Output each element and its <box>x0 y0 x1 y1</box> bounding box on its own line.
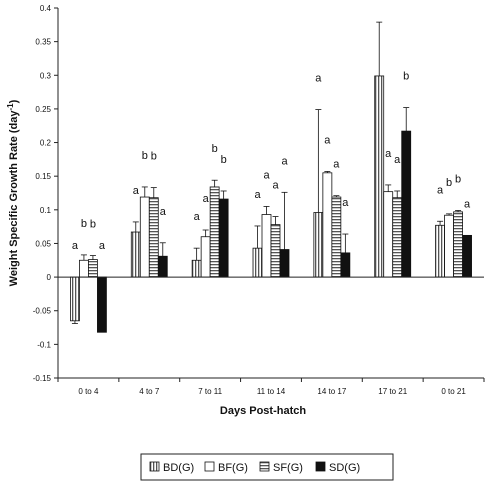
significance-letter: b <box>221 154 227 166</box>
significance-letter: b <box>151 151 157 163</box>
bar <box>200 236 211 278</box>
x-tick-label: 7 to 11 <box>198 387 222 396</box>
significance-letter: a <box>385 148 392 160</box>
x-axis-title: Days Post-hatch <box>220 405 306 417</box>
significance-letter: a <box>254 189 261 201</box>
y-tick-label: 0.2 <box>40 139 52 148</box>
bar <box>462 234 472 278</box>
y-tick-label: 0.15 <box>35 172 51 181</box>
y-tick-label: 0.05 <box>35 239 51 248</box>
legend-label: SD(G) <box>329 462 360 474</box>
significance-letter: a <box>315 73 322 85</box>
y-axis-title-main: Weight Specific Growth Rate (day <box>8 110 20 287</box>
bar <box>331 196 342 278</box>
legend-swatch <box>315 461 326 472</box>
significance-letter: a <box>203 193 210 205</box>
y-axis-title-close: ) <box>8 99 20 103</box>
significance-letter: a <box>342 197 349 209</box>
significance-letter: a <box>160 206 167 218</box>
significance-letter: a <box>394 154 401 166</box>
legend: BD(G) BF(G) SF(G) SD(G) <box>140 453 394 481</box>
significance-letter: b <box>446 177 452 189</box>
y-tick-label: -0.05 <box>33 307 52 316</box>
legend-label: BF(G) <box>218 462 248 474</box>
legend-label: BD(G) <box>163 462 194 474</box>
bar <box>148 197 159 278</box>
significance-letter: a <box>272 180 279 192</box>
significance-letter: a <box>99 240 106 252</box>
bar <box>313 212 324 278</box>
bar <box>209 186 220 278</box>
significance-letter: b <box>90 219 96 231</box>
bar <box>340 252 351 278</box>
y-tick-label: 0.3 <box>40 71 52 80</box>
significance-letter: a <box>72 240 79 252</box>
significance-letter: b <box>81 218 87 230</box>
bar <box>383 191 394 278</box>
y-tick-label: -0.15 <box>33 374 52 383</box>
significance-letter: b <box>403 71 409 83</box>
bar <box>453 211 463 278</box>
bar <box>70 276 80 322</box>
bar <box>191 259 202 278</box>
significance-letter: a <box>263 169 270 181</box>
significance-letter: a <box>281 155 288 167</box>
significance-letter: a <box>464 198 471 210</box>
bar <box>322 172 333 278</box>
bar <box>279 249 290 278</box>
bar <box>270 224 281 278</box>
significance-letter: b <box>142 150 148 162</box>
bar <box>374 75 385 278</box>
legend-swatch <box>204 461 215 472</box>
significance-letter: a <box>324 134 331 146</box>
y-tick-label: 0.25 <box>35 105 51 114</box>
significance-letter: a <box>437 184 444 196</box>
y-tick-label: -0.1 <box>37 340 51 349</box>
x-tick-label: 11 to 14 <box>257 387 286 396</box>
legend-label: SF(G) <box>273 462 303 474</box>
legend-swatch <box>149 461 160 472</box>
bar <box>97 276 107 333</box>
bar <box>157 255 168 278</box>
y-axis-title-superscript: -1 <box>6 103 15 111</box>
legend-swatch <box>259 461 270 472</box>
plot-area: abbaabbaaabbaaaaaaaabaababba <box>70 21 472 333</box>
significance-letter: a <box>333 159 340 171</box>
bar <box>435 224 445 278</box>
y-axis-title: Weight Specific Growth Rate (day-1) <box>6 99 20 286</box>
x-tick-label: 0 to 21 <box>441 387 466 396</box>
y-tick-label: 0.35 <box>35 38 51 47</box>
bar <box>261 214 272 278</box>
x-tick-label: 4 to 7 <box>139 387 160 396</box>
y-tick-label: 0.1 <box>40 206 52 215</box>
bar <box>392 197 403 278</box>
x-tick-label: 17 to 21 <box>378 387 407 396</box>
significance-letter: b <box>455 173 461 185</box>
significance-letter: b <box>212 143 218 155</box>
bar <box>444 214 454 278</box>
bar <box>139 196 150 278</box>
axes: -0.15 -0.1 -0.05 0 0.05 0.1 0.15 0.2 0.25 0.3 0.35… <box>33 4 485 396</box>
y-tick-label: 0 <box>47 273 52 282</box>
bar <box>218 198 229 278</box>
significance-letter: a <box>194 211 201 223</box>
y-tick-label: 0.4 <box>40 4 52 13</box>
bar <box>401 130 412 278</box>
bar <box>252 247 263 278</box>
bar <box>130 231 141 278</box>
x-tick-label: 14 to 17 <box>317 387 346 396</box>
bar <box>88 259 98 278</box>
significance-letter: a <box>133 185 140 197</box>
bar <box>79 259 89 278</box>
x-tick-label: 0 to 4 <box>78 387 99 396</box>
